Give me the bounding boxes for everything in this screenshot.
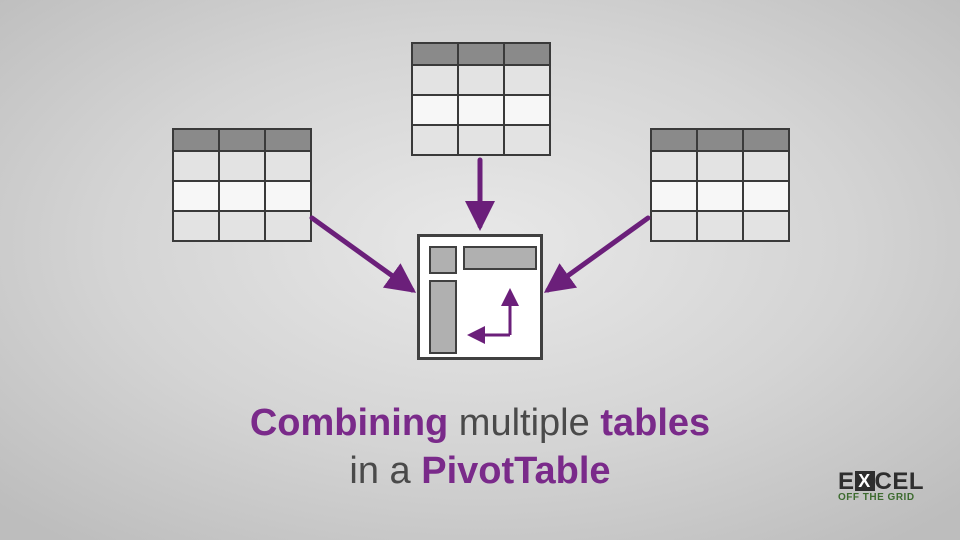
- title-word-tables: tables: [600, 402, 710, 444]
- logo-cel: CEL: [875, 468, 925, 495]
- infographic-canvas: Combining multiple tables in a PivotTabl…: [0, 0, 960, 540]
- title-word-pivottable: PivotTable: [421, 450, 610, 492]
- title-word-multiple: multiple: [448, 402, 600, 444]
- brand-logo: EXCEL OFF THE GRID: [838, 468, 924, 503]
- logo-subtitle: OFF THE GRID: [838, 492, 924, 503]
- source-table-center: [411, 42, 551, 156]
- arrow-right: [548, 218, 648, 290]
- arrow-left: [312, 218, 412, 290]
- title-word-ina: in a: [349, 450, 421, 492]
- title-word-combining: Combining: [250, 402, 448, 444]
- source-table-left: [172, 128, 312, 242]
- logo-e: E: [838, 468, 855, 495]
- source-table-right: [650, 128, 790, 242]
- pivot-table-icon: [417, 234, 543, 360]
- pivot-inner-arrows: [420, 237, 546, 363]
- slide-title: Combining multiple tables in a PivotTabl…: [0, 400, 960, 495]
- logo-x-box: X: [855, 471, 875, 491]
